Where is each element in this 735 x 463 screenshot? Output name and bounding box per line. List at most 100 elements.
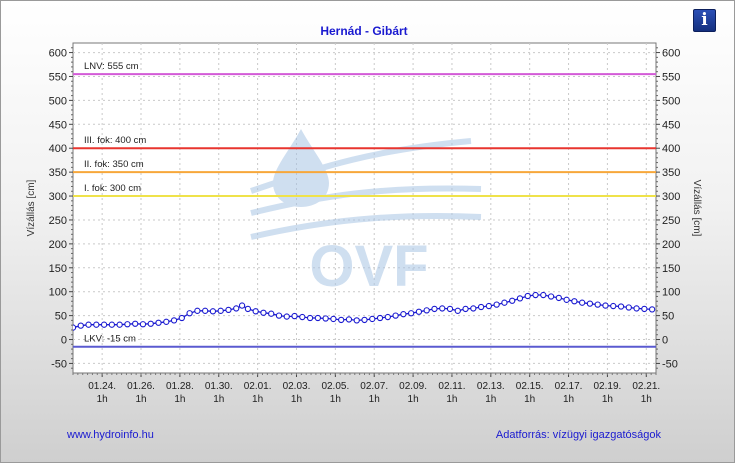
data-point (147, 320, 154, 327)
data-point (124, 321, 131, 328)
data-point (446, 305, 454, 313)
y-tick-label-right: 200 (662, 239, 680, 251)
series-layer (73, 291, 656, 331)
x-tick-label-date: 01.26. (127, 381, 155, 392)
x-tick-label-date: 01.28. (166, 381, 194, 392)
x-tick-label-date: 01.30. (205, 381, 233, 392)
info-button[interactable]: i (693, 9, 716, 32)
y-tick-label-right: -50 (662, 358, 678, 370)
hydroinfo-link[interactable]: www.hydroinfo.hu (67, 429, 154, 441)
threshold-label: III. fok: 400 cm (84, 135, 146, 146)
data-point (648, 306, 656, 313)
ovf-watermark: OVF (250, 129, 482, 299)
x-tick-label-date: 02.15. (516, 381, 544, 392)
y-axis-label-left: Vízállás [cm] (26, 179, 37, 236)
data-point (116, 321, 123, 328)
data-point (132, 320, 139, 327)
x-tick-label-hour: 1h (524, 394, 535, 405)
y-tick-label-right: 600 (662, 48, 680, 60)
data-point (170, 317, 178, 324)
data-point (571, 298, 578, 305)
data-point (338, 316, 345, 324)
data-point (314, 314, 322, 322)
data-point (555, 294, 562, 302)
x-tick-label-hour: 1h (97, 394, 108, 405)
data-point (85, 321, 92, 328)
y-tick-label-right: 500 (662, 95, 680, 107)
data-point (586, 300, 594, 307)
y-tick-label-left: 50 (55, 311, 67, 323)
x-tick-label-hour: 1h (602, 394, 613, 405)
info-icon: i (701, 10, 708, 30)
x-tick-label-hour: 1h (213, 394, 224, 405)
x-tick-label-hour: 1h (446, 394, 457, 405)
watermark-wave-icon-2 (250, 185, 482, 216)
y-tick-label-right: 50 (662, 311, 674, 323)
data-point (225, 306, 232, 314)
data-point (563, 296, 570, 303)
axes: -50 -50 0 0 50 50 100 100 150 150 200 200 250 250 300 3… (49, 47, 680, 405)
y-tick-label-right: 450 (662, 119, 680, 131)
x-tick-label-date: 02.11. (438, 381, 465, 392)
y-tick-label-right: 150 (662, 263, 680, 275)
x-tick-label-hour: 1h (408, 394, 419, 405)
data-point (547, 293, 555, 300)
data-point (407, 310, 415, 317)
x-tick-label-hour: 1h (252, 394, 263, 405)
data-point (641, 305, 648, 313)
x-tick-label-hour: 1h (641, 394, 652, 405)
data-point (454, 307, 461, 314)
data-point (617, 303, 625, 310)
x-tick-label-date: 02.17. (555, 381, 583, 392)
data-point (477, 303, 485, 311)
x-tick-label-hour: 1h (174, 394, 185, 405)
water-level-line (73, 294, 653, 329)
y-tick-label-right: 250 (662, 215, 680, 227)
data-point (252, 308, 259, 315)
data-source-credit: Adatforrás: vízügyi igazgatóságok (495, 429, 661, 441)
y-tick-label-right: 400 (662, 143, 680, 155)
data-point (610, 302, 617, 310)
data-point (392, 312, 399, 319)
y-axis-label-right: Vízállás [cm] (691, 180, 702, 237)
threshold-label: LKV: -15 cm (84, 334, 136, 345)
data-point (485, 302, 493, 310)
data-point (470, 305, 477, 312)
data-point (233, 305, 240, 312)
data-point (501, 299, 508, 306)
y-tick-label-left: 150 (49, 263, 67, 275)
y-tick-label-left: 100 (49, 287, 67, 299)
data-point (400, 311, 407, 318)
threshold-label: I. fok: 300 cm (84, 183, 141, 194)
threshold-label: II. fok: 350 cm (84, 159, 144, 170)
data-point (238, 302, 246, 309)
data-point (244, 305, 252, 313)
data-point (330, 315, 337, 323)
x-tick-label-date: 02.05. (321, 381, 349, 392)
data-point (299, 313, 306, 321)
y-tick-label-right: 100 (662, 287, 680, 299)
data-point (268, 310, 275, 317)
data-point (633, 305, 640, 312)
chart-title: Hernád - Gibárt (320, 24, 407, 38)
data-point (306, 314, 314, 322)
y-tick-label-left: 550 (49, 71, 67, 83)
data-point (93, 321, 100, 328)
x-tick-label-date: 02.03. (283, 381, 311, 392)
watermark-text: OVF (309, 234, 428, 299)
x-tick-label-hour: 1h (291, 394, 302, 405)
data-point (155, 319, 162, 326)
x-tick-label-date: 02.21. (632, 381, 660, 392)
reference-lines: LNV: 555 cm III. fok: 400 cm II. fok: 350 … (73, 61, 656, 348)
data-point (186, 310, 193, 317)
x-tick-label-date: 02.01. (244, 381, 272, 392)
data-point (509, 297, 516, 304)
data-point (209, 308, 217, 315)
data-point (260, 309, 267, 316)
x-tick-label-date: 02.19. (594, 381, 622, 392)
y-tick-label-left: 0 (61, 335, 67, 347)
data-point (384, 313, 391, 321)
x-tick-label-hour: 1h (135, 394, 146, 405)
